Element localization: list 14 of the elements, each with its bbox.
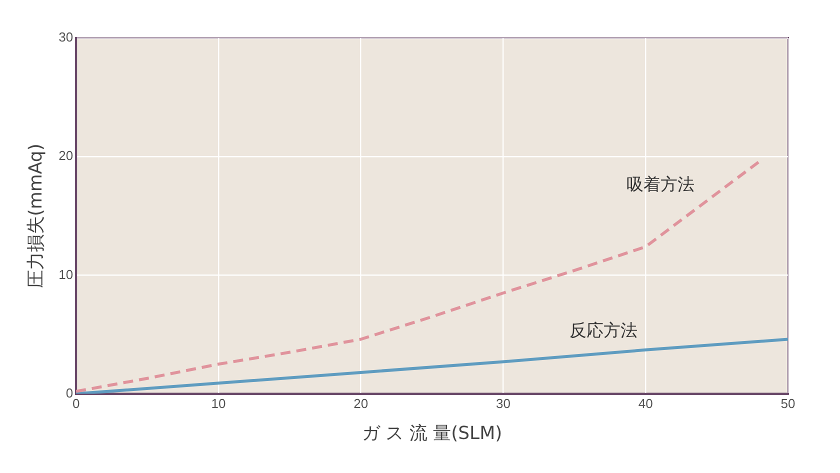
x-axis-title: ガ ス 流 量(SLM) — [362, 422, 502, 444]
y-tick-label: 30 — [58, 30, 74, 45]
x-tick-label: 30 — [496, 396, 510, 412]
series-label: 吸着方法 — [626, 174, 695, 195]
series-label: 反応方法 — [570, 320, 638, 341]
x-tick-label: 50 — [780, 396, 796, 412]
x-tick-label: 40 — [638, 396, 653, 412]
y-tick-label: 20 — [58, 148, 74, 164]
y-tick-label: 0 — [66, 385, 74, 400]
x-tick-label: 10 — [211, 396, 226, 412]
y-axis-title: 圧力損失(mmAq) — [25, 144, 46, 288]
y-tick-label: 10 — [58, 266, 74, 282]
line-series — [76, 160, 762, 393]
x-tick-label: 20 — [354, 396, 368, 412]
